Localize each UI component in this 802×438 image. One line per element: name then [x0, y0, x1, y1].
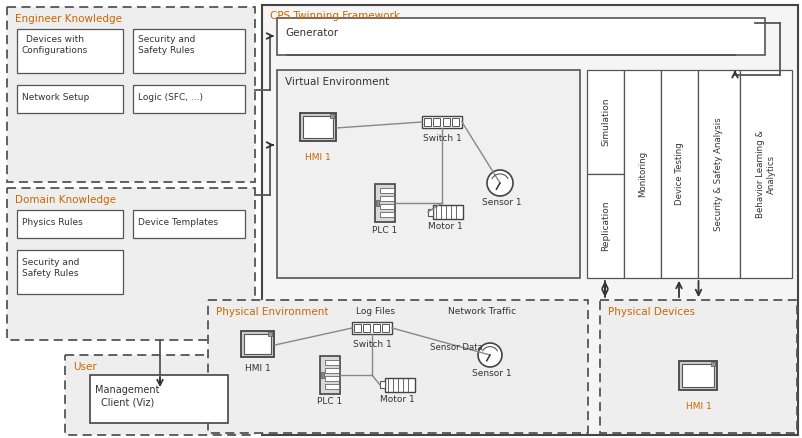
Text: Sensor Data: Sensor Data — [429, 343, 482, 352]
Bar — [351, 322, 391, 334]
Text: Physics Rules: Physics Rules — [22, 218, 83, 227]
Bar — [17, 250, 123, 294]
Text: Sensor 1: Sensor 1 — [481, 198, 521, 207]
Text: Virtual Environment: Virtual Environment — [285, 77, 389, 87]
Bar — [277, 18, 764, 55]
Text: Simulation: Simulation — [600, 98, 610, 146]
Text: Monitoring: Monitoring — [638, 151, 646, 197]
Bar — [711, 361, 715, 366]
Bar — [261, 5, 797, 435]
Bar — [373, 324, 379, 332]
Bar — [432, 205, 463, 219]
Bar — [325, 360, 338, 365]
Bar — [7, 7, 255, 182]
Bar — [354, 324, 361, 332]
Bar — [375, 184, 395, 222]
Text: PLC 1: PLC 1 — [317, 397, 342, 406]
Circle shape — [477, 343, 501, 367]
Bar — [427, 208, 432, 215]
Bar — [379, 204, 394, 209]
Text: Sensor 1: Sensor 1 — [472, 369, 511, 378]
Text: Switch 1: Switch 1 — [422, 134, 461, 143]
Bar — [443, 118, 449, 126]
Text: User: User — [73, 362, 96, 372]
Text: Domain Knowledge: Domain Knowledge — [15, 195, 115, 205]
Text: Log Files: Log Files — [355, 307, 395, 316]
Text: Device Templates: Device Templates — [138, 218, 217, 227]
Bar — [586, 70, 623, 174]
Bar — [379, 212, 394, 217]
Bar — [133, 29, 245, 73]
Bar — [300, 113, 335, 141]
Text: Security and
Safety Rules: Security and Safety Rules — [22, 258, 79, 278]
Bar — [452, 118, 459, 126]
Text: Network Setup: Network Setup — [22, 93, 89, 102]
Text: Device Testing: Device Testing — [674, 143, 683, 205]
Bar — [7, 188, 255, 340]
Text: Engineer Knowledge: Engineer Knowledge — [15, 14, 122, 24]
Text: Motor 1: Motor 1 — [379, 395, 414, 404]
Bar — [363, 324, 370, 332]
Bar — [678, 360, 717, 390]
Bar — [90, 375, 228, 423]
Bar — [422, 116, 461, 128]
Bar — [599, 300, 796, 433]
Bar — [65, 355, 255, 435]
Text: Physical Environment: Physical Environment — [216, 307, 328, 317]
Text: Switch 1: Switch 1 — [352, 340, 391, 349]
Text: PLC 1: PLC 1 — [372, 226, 397, 235]
Bar — [330, 114, 334, 118]
Bar — [586, 174, 623, 278]
Text: Replication: Replication — [600, 201, 610, 251]
Text: Motor 1: Motor 1 — [427, 222, 462, 231]
Text: CPS Twinning Framework: CPS Twinning Framework — [269, 11, 399, 21]
Bar — [277, 70, 579, 278]
Bar — [384, 378, 415, 392]
Text: Network Traffic: Network Traffic — [448, 307, 516, 316]
Text: Generator: Generator — [285, 28, 338, 38]
Text: Devices with
Configurations: Devices with Configurations — [22, 35, 88, 55]
Bar — [379, 196, 394, 201]
Text: Physical Devices: Physical Devices — [607, 307, 695, 317]
Bar — [423, 118, 431, 126]
Bar — [133, 85, 245, 113]
Bar — [739, 70, 791, 278]
Bar — [433, 118, 440, 126]
Text: Behavior Learning &
Analytics: Behavior Learning & Analytics — [755, 130, 775, 218]
Bar — [17, 85, 123, 113]
Bar — [17, 29, 123, 73]
Bar — [379, 381, 384, 389]
Bar — [682, 364, 714, 387]
Bar — [244, 334, 271, 354]
Text: Management
Client (Viz): Management Client (Viz) — [95, 385, 160, 407]
Text: HMI 1: HMI 1 — [245, 364, 270, 373]
Bar — [133, 210, 245, 238]
Bar — [325, 376, 338, 381]
Bar — [320, 356, 339, 394]
Bar — [325, 384, 338, 389]
Bar — [697, 70, 739, 278]
Bar — [241, 331, 274, 357]
Bar — [321, 372, 323, 378]
Bar — [623, 70, 660, 278]
Bar — [382, 324, 389, 332]
Bar — [375, 200, 379, 206]
Text: HMI 1: HMI 1 — [685, 403, 711, 411]
Bar — [17, 210, 123, 238]
Circle shape — [486, 170, 512, 196]
Bar — [325, 368, 338, 373]
Bar — [268, 332, 272, 336]
Text: Security and
Safety Rules: Security and Safety Rules — [138, 35, 195, 55]
Bar — [660, 70, 697, 278]
Text: Logic (SFC, ...): Logic (SFC, ...) — [138, 93, 203, 102]
Bar — [302, 116, 333, 138]
Text: HMI 1: HMI 1 — [305, 153, 330, 162]
Bar — [208, 300, 587, 433]
Bar — [379, 188, 394, 193]
Text: Security & Safety Analysis: Security & Safety Analysis — [714, 117, 723, 231]
